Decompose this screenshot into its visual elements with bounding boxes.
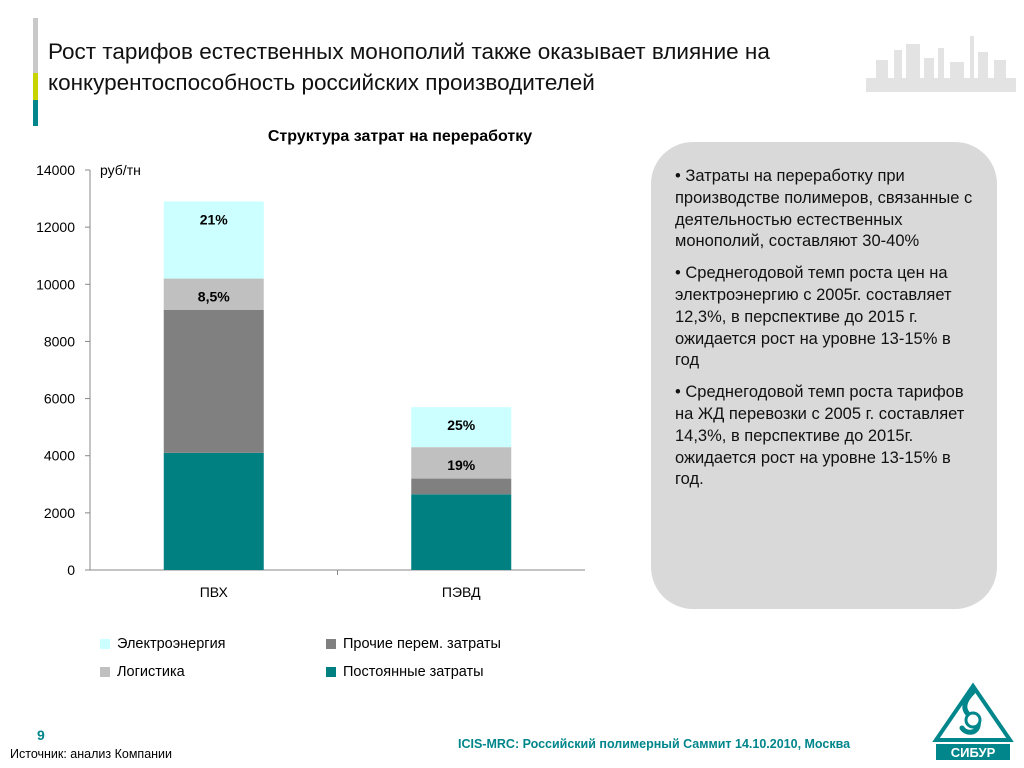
- bar-segment: [411, 447, 512, 479]
- y-tick-label: 0: [67, 562, 75, 578]
- bar-segment: [163, 310, 264, 453]
- legend-label: Логистика: [117, 664, 185, 680]
- source-note: Источник: анализ Компании: [10, 747, 173, 761]
- y-unit-label: руб/тн: [100, 162, 141, 178]
- notes-panel: [651, 142, 997, 609]
- bar-segment: [163, 201, 264, 279]
- slide-title-line-2: конкурентоспособность российских произво…: [48, 70, 595, 95]
- stacked-bar-chart: руб/тн 02000400060008000100001200014000 …: [36, 162, 585, 600]
- legend-item: Электроэнергия: [100, 636, 226, 652]
- y-tick-label: 14000: [36, 162, 75, 178]
- legend-label: Постоянные затраты: [343, 664, 484, 680]
- bar-segment: [411, 407, 512, 448]
- bar-segment: [411, 494, 512, 570]
- bar-segment: [163, 278, 264, 310]
- logo-text: СИБУР: [951, 745, 996, 760]
- x-category-label: ПВХ: [200, 584, 229, 600]
- legend-swatch: [326, 639, 336, 649]
- y-tick-label: 8000: [44, 333, 75, 349]
- legend-label: Электроэнергия: [117, 636, 226, 652]
- legend-swatch: [100, 667, 110, 677]
- chart-title: Структура затрат на переработку: [267, 128, 533, 145]
- legend-swatch: [100, 639, 110, 649]
- bar-segment: [411, 478, 512, 495]
- sibur-logo: СИБУР: [932, 682, 1014, 760]
- factory-illustration: [866, 36, 1016, 92]
- bar-data-label: 21%: [200, 211, 229, 227]
- x-category-label: ПЭВД: [442, 584, 481, 600]
- legend-item: Логистика: [100, 664, 185, 680]
- legend-item: Прочие перем. затраты: [326, 636, 501, 652]
- y-tick-label: 10000: [36, 276, 75, 292]
- legend-swatch: [326, 667, 336, 677]
- accent-bar-gray: [33, 18, 38, 73]
- notes-list: • Затраты на переработку при производств…: [675, 166, 975, 501]
- bar-segment: [163, 452, 264, 570]
- slide-title-line-1: Рост тарифов естественных монополий такж…: [48, 39, 770, 64]
- bar-data-label: 25%: [447, 417, 476, 433]
- y-tick-label: 2000: [44, 505, 75, 521]
- page-number: 9: [37, 727, 45, 743]
- note-item: • Среднегодовой темп роста цен на электр…: [675, 264, 952, 370]
- slide-title: Рост тарифов естественных монополий такж…: [48, 36, 888, 98]
- footer-event: ICIS-MRC: Российский полимерный Саммит 1…: [458, 737, 851, 751]
- bar-data-label: 8,5%: [198, 289, 230, 305]
- y-tick-label: 4000: [44, 448, 75, 464]
- note-item: • Среднегодовой темп роста тарифов на ЖД…: [675, 383, 965, 489]
- note-item: • Затраты на переработку при производств…: [675, 167, 973, 251]
- y-tick-label: 12000: [36, 219, 75, 235]
- legend-label: Прочие перем. затраты: [343, 636, 501, 652]
- accent-bar-lime: [33, 73, 38, 100]
- y-tick-label: 6000: [44, 391, 75, 407]
- bar-data-label: 19%: [447, 457, 476, 473]
- legend-item: Постоянные затраты: [326, 664, 484, 680]
- accent-bar-teal: [33, 100, 38, 126]
